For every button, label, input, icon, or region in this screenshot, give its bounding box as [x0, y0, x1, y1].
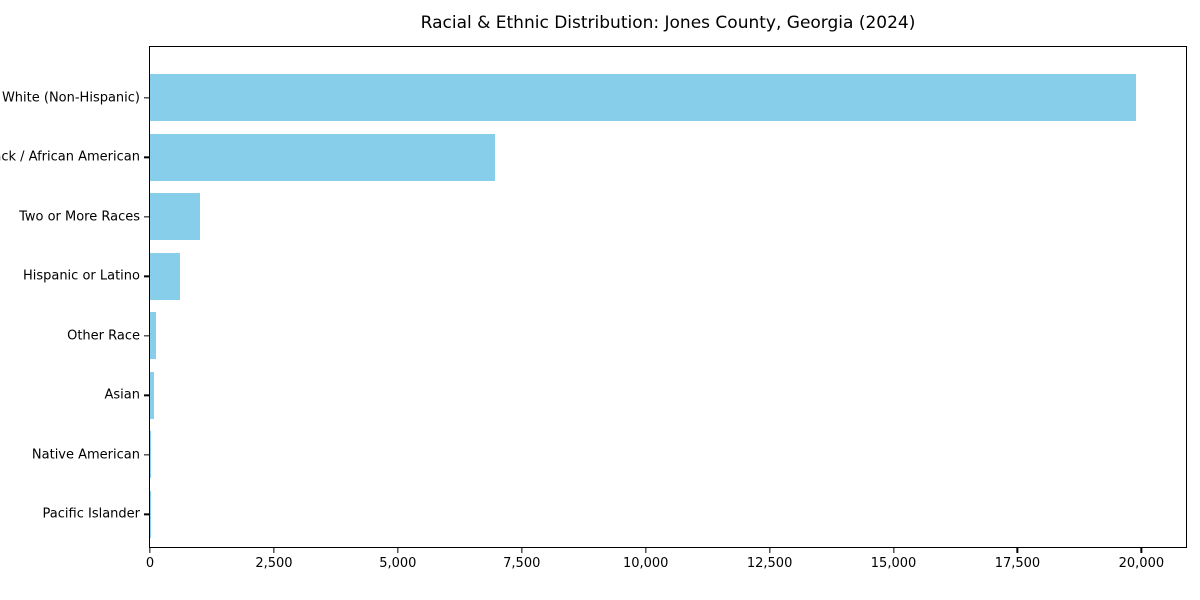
bar-row: Hispanic or Latino — [23, 247, 1186, 307]
x-tick-label: 17,500 — [994, 556, 1041, 571]
y-tick-mark — [144, 454, 149, 456]
y-axis-label: Black / African American — [0, 149, 140, 165]
y-axis-label: Asian — [104, 387, 140, 403]
x-tick-mark — [273, 548, 275, 553]
y-tick-mark — [144, 156, 149, 158]
y-tick-mark — [144, 394, 149, 396]
x-tick-mark — [892, 548, 895, 553]
bar-row: Pacific Islander — [43, 485, 1186, 545]
y-axis-label: Native American — [31, 447, 140, 463]
y-tick-mark — [144, 513, 149, 515]
x-tick-label: 10,000 — [622, 556, 669, 571]
y-axis-label: Pacific Islander — [42, 506, 140, 522]
bar-row: White (Non-Hispanic) — [2, 68, 1186, 128]
x-tick-label: 0 — [145, 556, 155, 571]
x-tick-mark — [1016, 548, 1019, 553]
y-axis-label: Other Race — [67, 328, 140, 344]
x-tick-label: 7,500 — [503, 556, 541, 571]
x-tick-label: 20,000 — [1118, 556, 1165, 571]
x-tick-label: 5,000 — [379, 556, 417, 571]
y-axis-label: White (Non-Hispanic) — [1, 90, 140, 106]
x-tick-label: 12,500 — [746, 556, 793, 571]
x-tick-label: 15,000 — [870, 556, 917, 571]
y-tick-mark — [144, 275, 149, 277]
x-tick-mark — [645, 548, 647, 553]
x-tick-mark — [149, 548, 151, 553]
bar — [150, 74, 1137, 122]
bar-row: Asian — [105, 366, 1186, 426]
bar — [150, 431, 152, 479]
x-tick-mark — [521, 548, 523, 553]
bar-rows: White (Non-Hispanic) Black / African Amer… — [0, 47, 1186, 547]
bar-row: Other Race — [67, 306, 1186, 366]
bar-row: Native American — [32, 425, 1186, 485]
bar — [150, 312, 156, 360]
x-tick-label: 2,500 — [255, 556, 293, 571]
x-tick-mark — [768, 548, 771, 553]
y-tick-mark — [144, 216, 149, 218]
y-tick-mark — [144, 97, 149, 99]
x-axis: 0 2,500 5,000 7,500 10,000 12,500 15,000 17,500… — [146, 547, 1186, 587]
x-tick-mark — [1140, 548, 1143, 553]
bar — [150, 371, 154, 419]
bar-row: Two or More Races — [19, 187, 1186, 247]
bar — [150, 133, 495, 181]
bar-row: Black / African American — [0, 128, 1186, 188]
plot-area: White (Non-Hispanic) Black / African Amer… — [0, 46, 1187, 571]
bar — [150, 193, 201, 241]
chart-title: Racial & Ethnic Distribution: Jones Coun… — [420, 13, 916, 33]
x-tick-mark — [397, 548, 399, 553]
y-axis-label: Hispanic or Latino — [22, 268, 140, 284]
y-tick-mark — [144, 335, 149, 337]
bar — [150, 252, 181, 300]
y-axis-label: Two or More Races — [19, 209, 140, 225]
